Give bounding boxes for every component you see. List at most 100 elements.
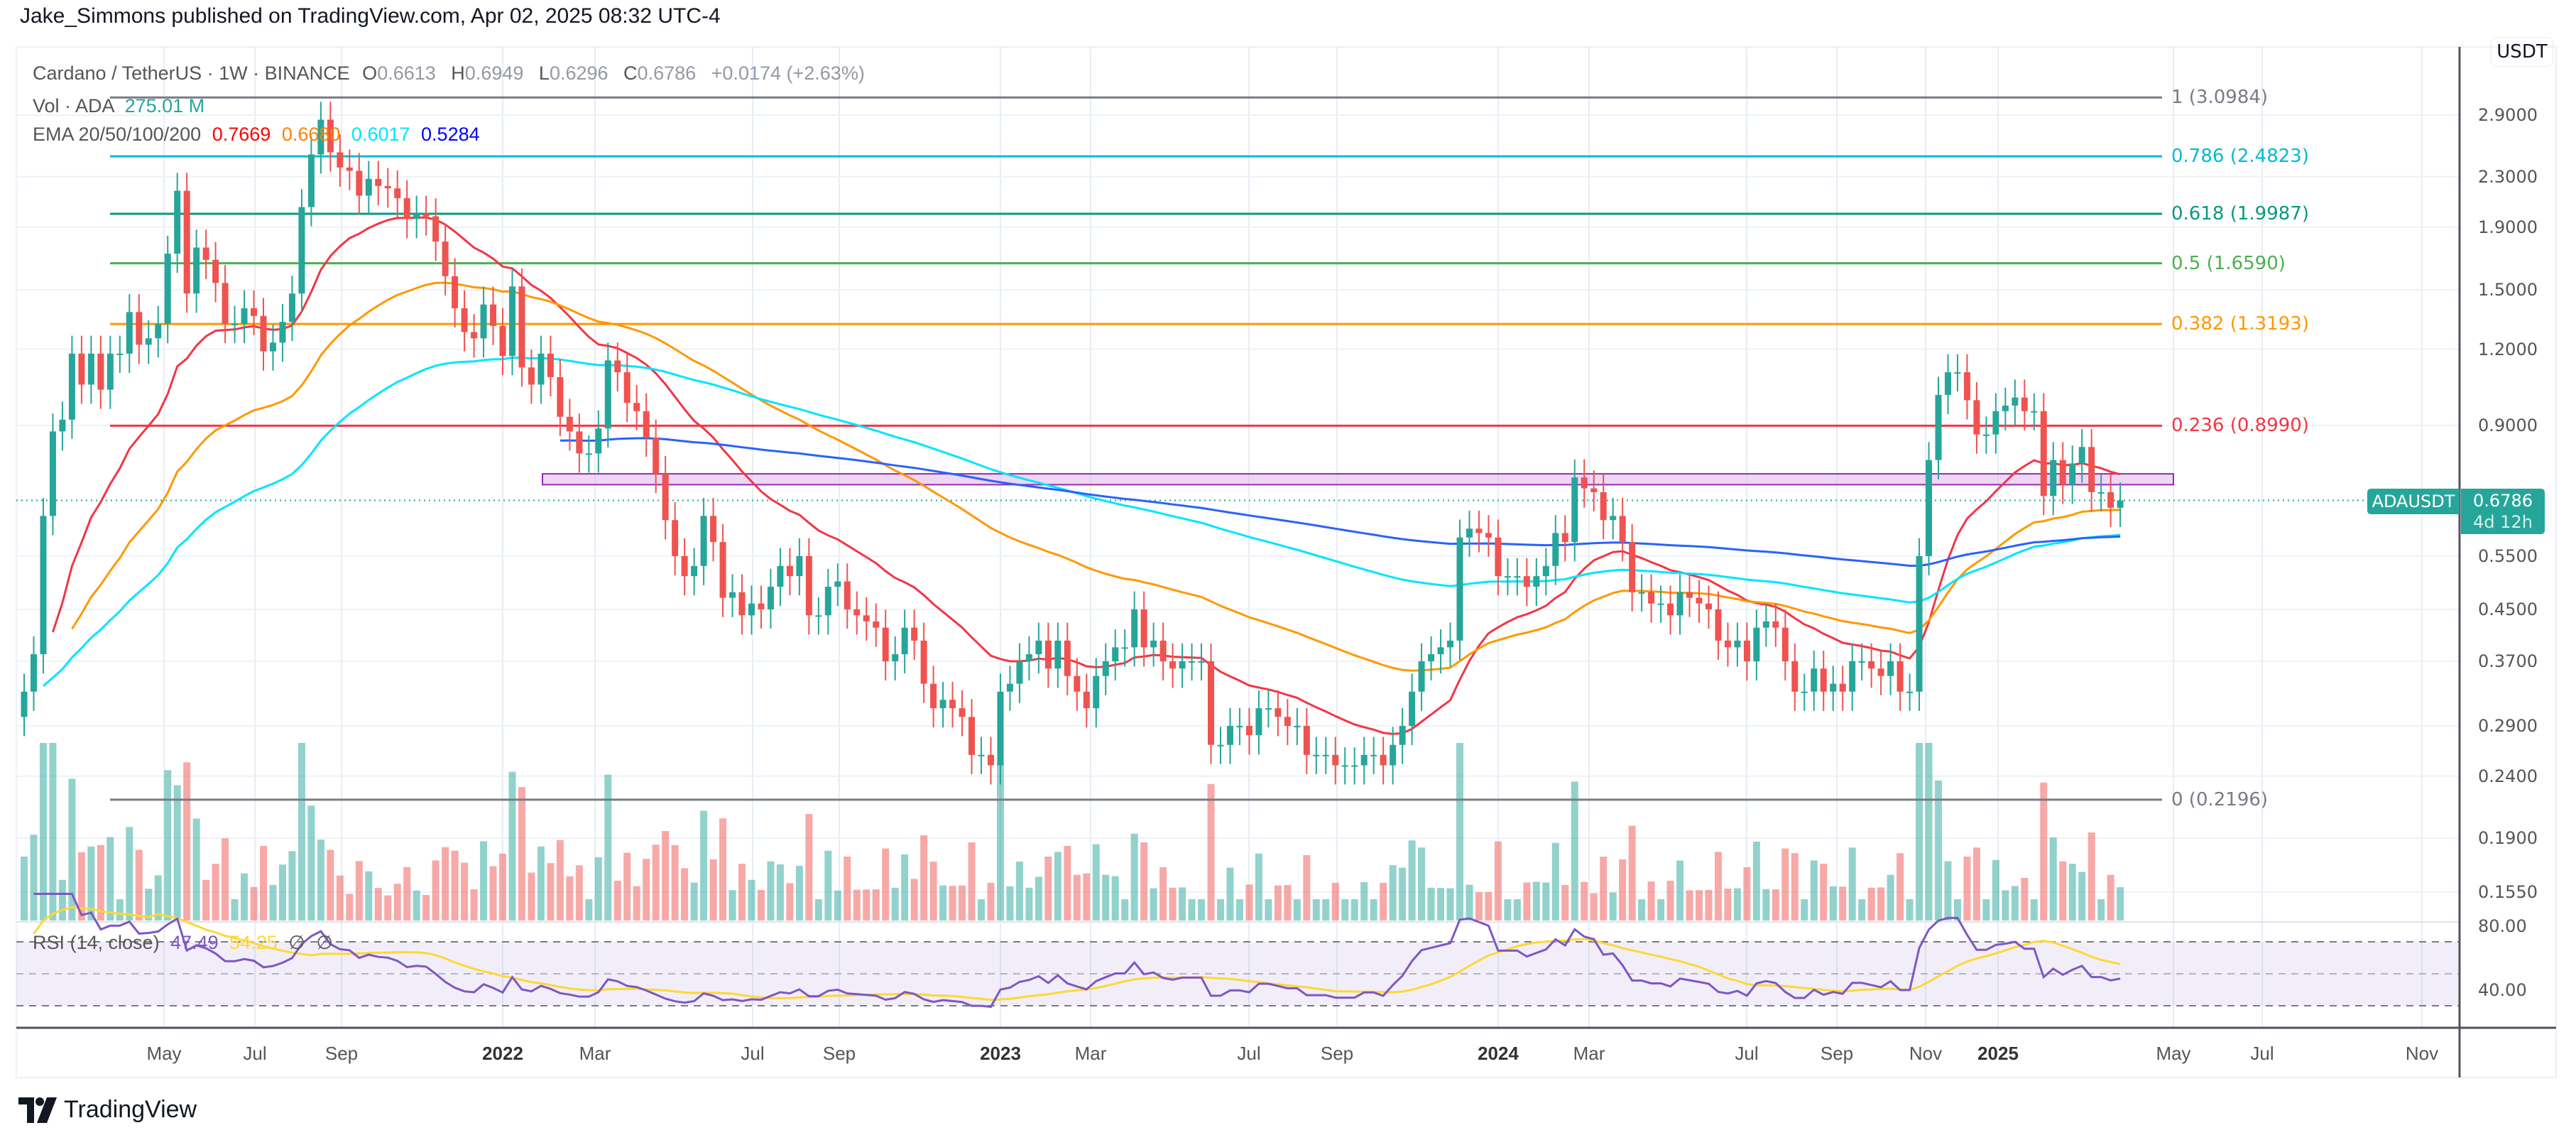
- candle-body: [1552, 533, 1559, 566]
- candle-body: [1600, 492, 1607, 521]
- volume-bar: [269, 884, 277, 921]
- volume-bar: [1551, 842, 1559, 921]
- volume-bar: [1762, 889, 1770, 921]
- candle-body: [1112, 647, 1119, 662]
- volume-bar: [1217, 899, 1224, 921]
- candle-body: [518, 286, 525, 368]
- candle: [758, 585, 765, 629]
- volume-bar: [748, 879, 755, 921]
- candle: [1208, 643, 1215, 764]
- time-tick-label: Jul: [1735, 1043, 1759, 1064]
- candle: [1954, 354, 1961, 392]
- candle-body: [1542, 565, 1549, 577]
- fib-level-label: 0.382 (1.3193): [2171, 313, 2309, 335]
- candle-body: [882, 627, 889, 662]
- volume-bar: [681, 868, 689, 921]
- candle: [968, 699, 976, 774]
- candle-body: [844, 581, 851, 609]
- candle: [1868, 643, 1875, 688]
- fib-level-label: 0.618 (1.9987): [2171, 203, 2309, 225]
- candle-body: [288, 293, 295, 322]
- candle: [911, 609, 918, 661]
- time-tick-label: Sep: [822, 1043, 856, 1064]
- candle: [949, 681, 956, 728]
- candle-body: [1772, 621, 1779, 628]
- candle: [1772, 603, 1779, 647]
- volume-bar: [728, 890, 736, 921]
- candle: [1150, 622, 1157, 667]
- volume-bar: [939, 885, 947, 921]
- ema-legend[interactable]: EMA 20/50/100/200 0.7669 0.6680 0.6017 0…: [33, 124, 480, 146]
- candle: [1121, 629, 1128, 667]
- fib-level-label: 0.236 (0.8990): [2171, 415, 2309, 437]
- candle-body: [1303, 726, 1310, 755]
- candle-body: [384, 185, 391, 189]
- candle: [1064, 622, 1071, 695]
- candle: [126, 294, 133, 373]
- candle-body: [939, 700, 946, 709]
- volume-bar: [1696, 890, 1703, 921]
- volume-bar: [1494, 841, 1502, 921]
- candle-body: [537, 353, 545, 385]
- bar-countdown: 4d 12h: [2473, 512, 2533, 532]
- candle-body: [1619, 516, 1626, 543]
- candle-body: [1245, 726, 1252, 736]
- resistance-zone: [542, 473, 2174, 486]
- volume-bar: [173, 785, 181, 921]
- tradingview-logo[interactable]: TradingView: [18, 1096, 197, 1124]
- candle-body: [1485, 533, 1492, 538]
- volume-bar: [202, 879, 210, 921]
- candle: [155, 305, 162, 358]
- currency-unit-button[interactable]: USDT: [2491, 37, 2553, 67]
- candle: [1781, 609, 1789, 681]
- candle-body: [1495, 537, 1502, 577]
- candle-body: [1514, 576, 1521, 578]
- volume-bar: [2078, 872, 2086, 921]
- candle-body: [576, 431, 583, 454]
- volume-bar: [1791, 853, 1799, 921]
- candle: [145, 320, 152, 364]
- volume-bar: [1523, 882, 1531, 921]
- candle-body: [1858, 661, 1865, 663]
- candle: [1982, 416, 1990, 454]
- volume-bar: [508, 771, 516, 921]
- candle-body: [633, 403, 640, 411]
- candle: [375, 161, 382, 205]
- volume-legend[interactable]: Vol · ADA 275.01 M: [33, 95, 204, 117]
- ema-label: EMA 20/50/100/200: [33, 124, 202, 145]
- price-tick-label: 0.9000: [2478, 416, 2538, 436]
- rsi-legend[interactable]: RSI (14, close) 47.49 54.25 ∅ ∅: [33, 932, 333, 954]
- candle: [1629, 523, 1636, 612]
- candle-body: [1896, 661, 1904, 692]
- candle: [623, 354, 631, 423]
- candle-body: [222, 283, 229, 324]
- candle-body: [643, 411, 650, 438]
- volume-bars: [21, 743, 2124, 921]
- candle-body: [1533, 576, 1540, 587]
- candle-body: [1868, 661, 1875, 669]
- volume-bar: [432, 860, 440, 921]
- candle-body: [2002, 406, 2009, 411]
- tradingview-logo-icon: [18, 1097, 57, 1123]
- volume-bar: [834, 890, 841, 921]
- candle: [1849, 643, 1856, 711]
- candle: [1265, 690, 1272, 728]
- volume-bar: [814, 899, 822, 921]
- candle-body: [1179, 661, 1186, 669]
- candle-body: [1801, 691, 1808, 693]
- candle-body: [480, 304, 487, 339]
- time-tick-label: Sep: [1320, 1043, 1354, 1064]
- open-value: 0.6613: [377, 63, 436, 84]
- candle-body: [1294, 726, 1301, 728]
- symbol-title[interactable]: Cardano / TetherUS · 1W · BINANCE: [33, 63, 350, 84]
- candle-body: [1437, 647, 1444, 655]
- candle-body: [1648, 592, 1655, 604]
- volume-bar: [336, 875, 344, 921]
- candle: [327, 102, 334, 172]
- candle-body: [1830, 683, 1837, 692]
- price-tick-label: 0.5500: [2478, 545, 2538, 566]
- candle-body: [1753, 627, 1760, 662]
- candle-body: [1734, 640, 1741, 648]
- candle-body: [1982, 434, 1990, 436]
